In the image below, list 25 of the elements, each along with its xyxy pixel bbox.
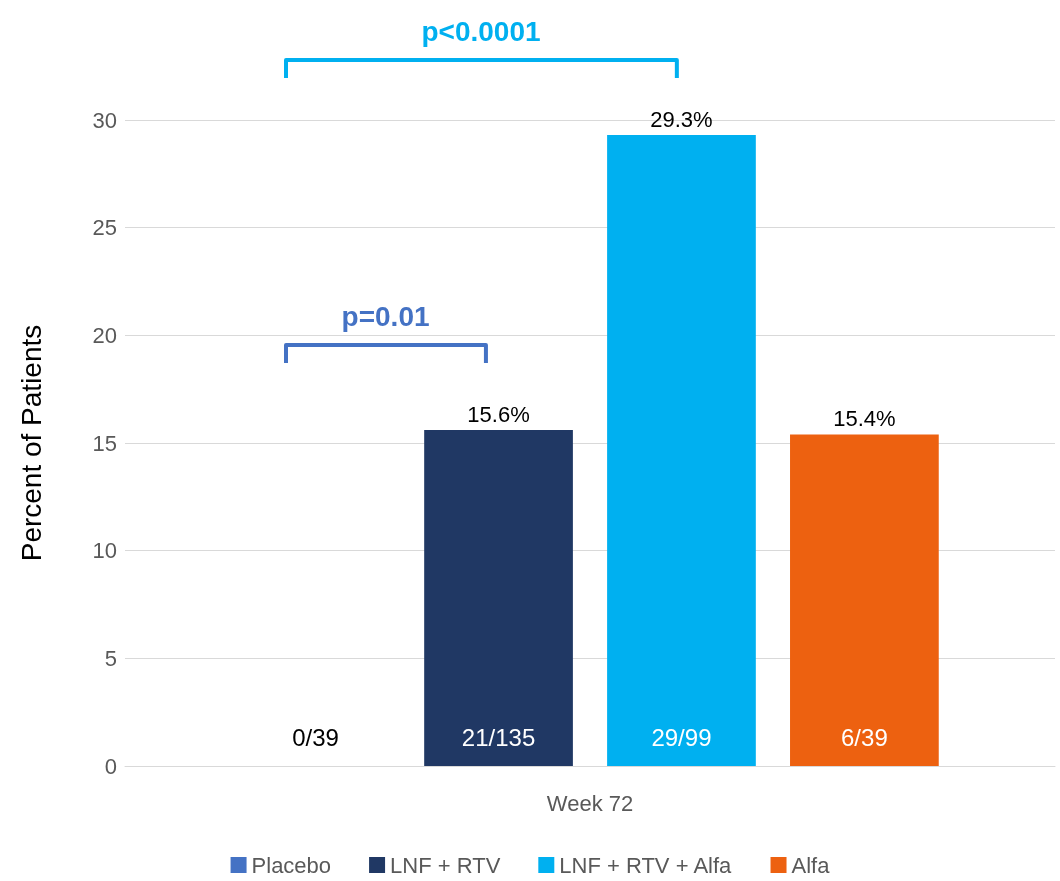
- y-tick-label: 15: [92, 430, 117, 456]
- annotation: p=0.01: [341, 301, 430, 333]
- text: p<0.0001: [421, 16, 541, 48]
- legend-label: LNF + RTV + Alfa: [559, 852, 733, 878]
- legend-label: LNF + RTV: [390, 852, 501, 878]
- y-tick-label: 30: [92, 107, 117, 133]
- data-label: 29.3%: [650, 106, 713, 132]
- bar: [424, 430, 573, 766]
- y-axis-title: Percent of Patients: [15, 324, 47, 562]
- legend-label: Alfa: [791, 852, 831, 878]
- annotation: 21/135: [461, 724, 536, 752]
- annotation: 29/99: [651, 724, 712, 752]
- bar: [790, 434, 939, 766]
- bar: [607, 135, 756, 766]
- y-tick-label: 10: [92, 538, 117, 564]
- data-label: 15.4%: [833, 405, 896, 431]
- data-label: 15.6%: [467, 401, 530, 427]
- y-tick-label: 5: [104, 645, 117, 671]
- y-tick-label: 0: [104, 753, 117, 779]
- legend-label: Placebo: [251, 852, 332, 878]
- y-tick-label: 20: [92, 322, 117, 348]
- annotation: 0/39: [292, 724, 339, 752]
- x-tick-label: Week 72: [546, 790, 634, 816]
- y-tick-label: 25: [92, 215, 117, 241]
- annotation: 6/39: [841, 724, 888, 752]
